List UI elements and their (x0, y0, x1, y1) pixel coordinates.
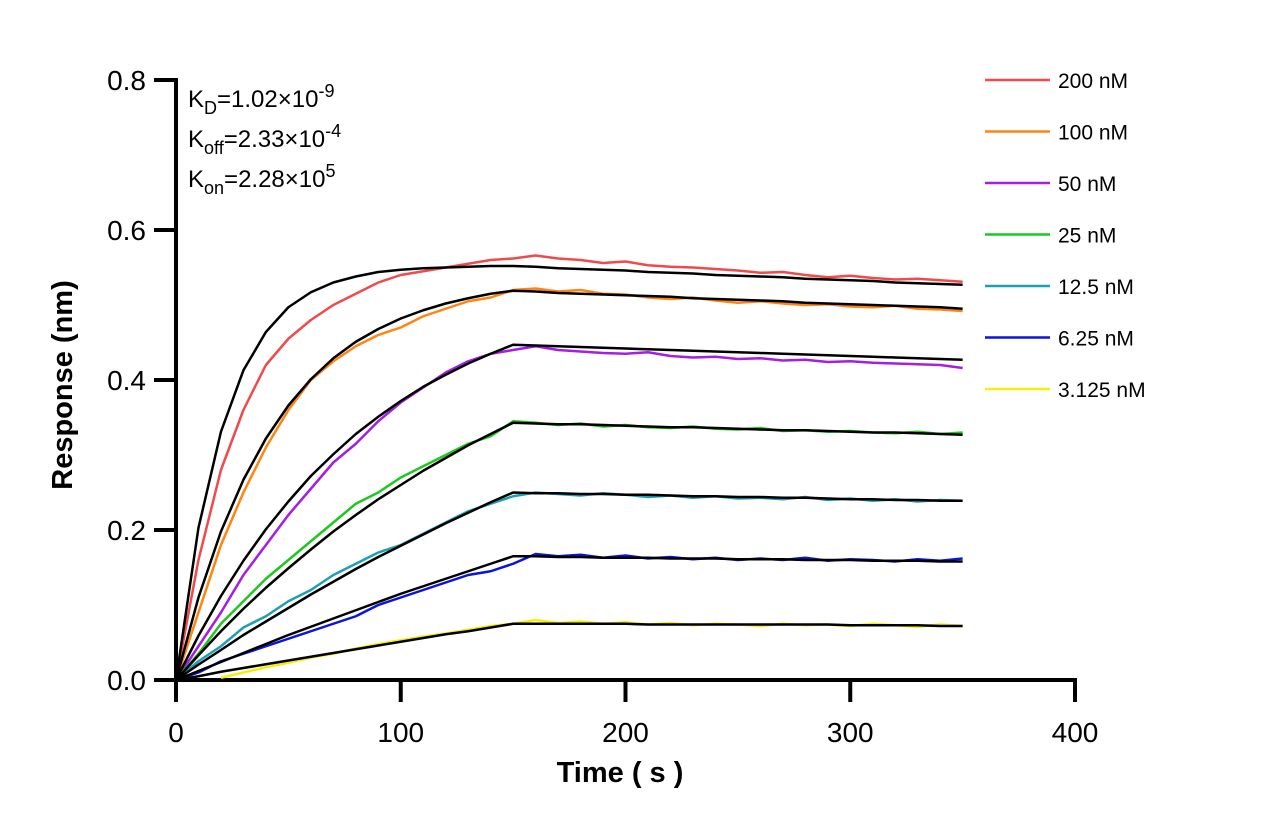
annotation-text: =2.33×10 (224, 126, 325, 153)
data-line (174, 254, 963, 681)
annotation-superscript: -9 (318, 81, 334, 101)
annotation: Kon=2.28×105 (188, 161, 336, 198)
y-axis-label: Response (nm) (47, 280, 79, 489)
data-line (174, 345, 963, 681)
legend-label: 25 nM (1058, 225, 1116, 248)
data-line (175, 622, 963, 682)
x-axis-label: Time ( s ) (557, 757, 684, 789)
y-tick-label: 0.8 (107, 65, 146, 96)
legend-label: 12.5 nM (1058, 276, 1134, 299)
annotation-subscript: on (204, 178, 224, 198)
x-tick-label: 200 (602, 717, 649, 748)
annotation: Koff=2.33×10-4 (188, 121, 341, 158)
annotation-symbol: K (188, 166, 204, 193)
data-line (175, 421, 963, 681)
x-tick-label: 300 (827, 717, 874, 748)
annotation-subscript: off (204, 138, 225, 158)
x-tick-label: 400 (1052, 717, 1099, 748)
y-tick-label: 0.2 (107, 515, 146, 546)
legend-label: 6.25 nM (1058, 328, 1134, 351)
data-line (175, 491, 963, 682)
x-tick-label: 0 (168, 717, 184, 748)
annotation-superscript: 5 (325, 161, 335, 181)
data-line (175, 555, 963, 682)
annotation: KD=1.02×10-9 (188, 81, 334, 118)
annotation-superscript: -4 (325, 121, 341, 141)
y-tick-label: 0.4 (107, 365, 146, 396)
annotation-symbol: K (188, 86, 204, 113)
data-line (174, 264, 963, 681)
legend-label: 100 nM (1058, 122, 1128, 145)
data-line (174, 289, 963, 681)
y-tick-label: 0.6 (107, 215, 146, 246)
legend-label: 50 nM (1058, 173, 1116, 196)
data-line (220, 618, 963, 679)
data-line (175, 491, 963, 681)
data-line (175, 420, 963, 681)
data-line (174, 343, 963, 681)
y-tick-label: 0.0 (107, 665, 146, 696)
x-tick-label: 100 (377, 717, 424, 748)
annotation-symbol: K (188, 126, 204, 153)
legend-label: 3.125 nM (1058, 379, 1146, 402)
annotation-subscript: D (204, 98, 217, 118)
annotation-text: =2.28×10 (224, 166, 325, 193)
legend-label: 200 nM (1058, 70, 1128, 93)
annotation-text: =1.02×10 (217, 86, 318, 113)
